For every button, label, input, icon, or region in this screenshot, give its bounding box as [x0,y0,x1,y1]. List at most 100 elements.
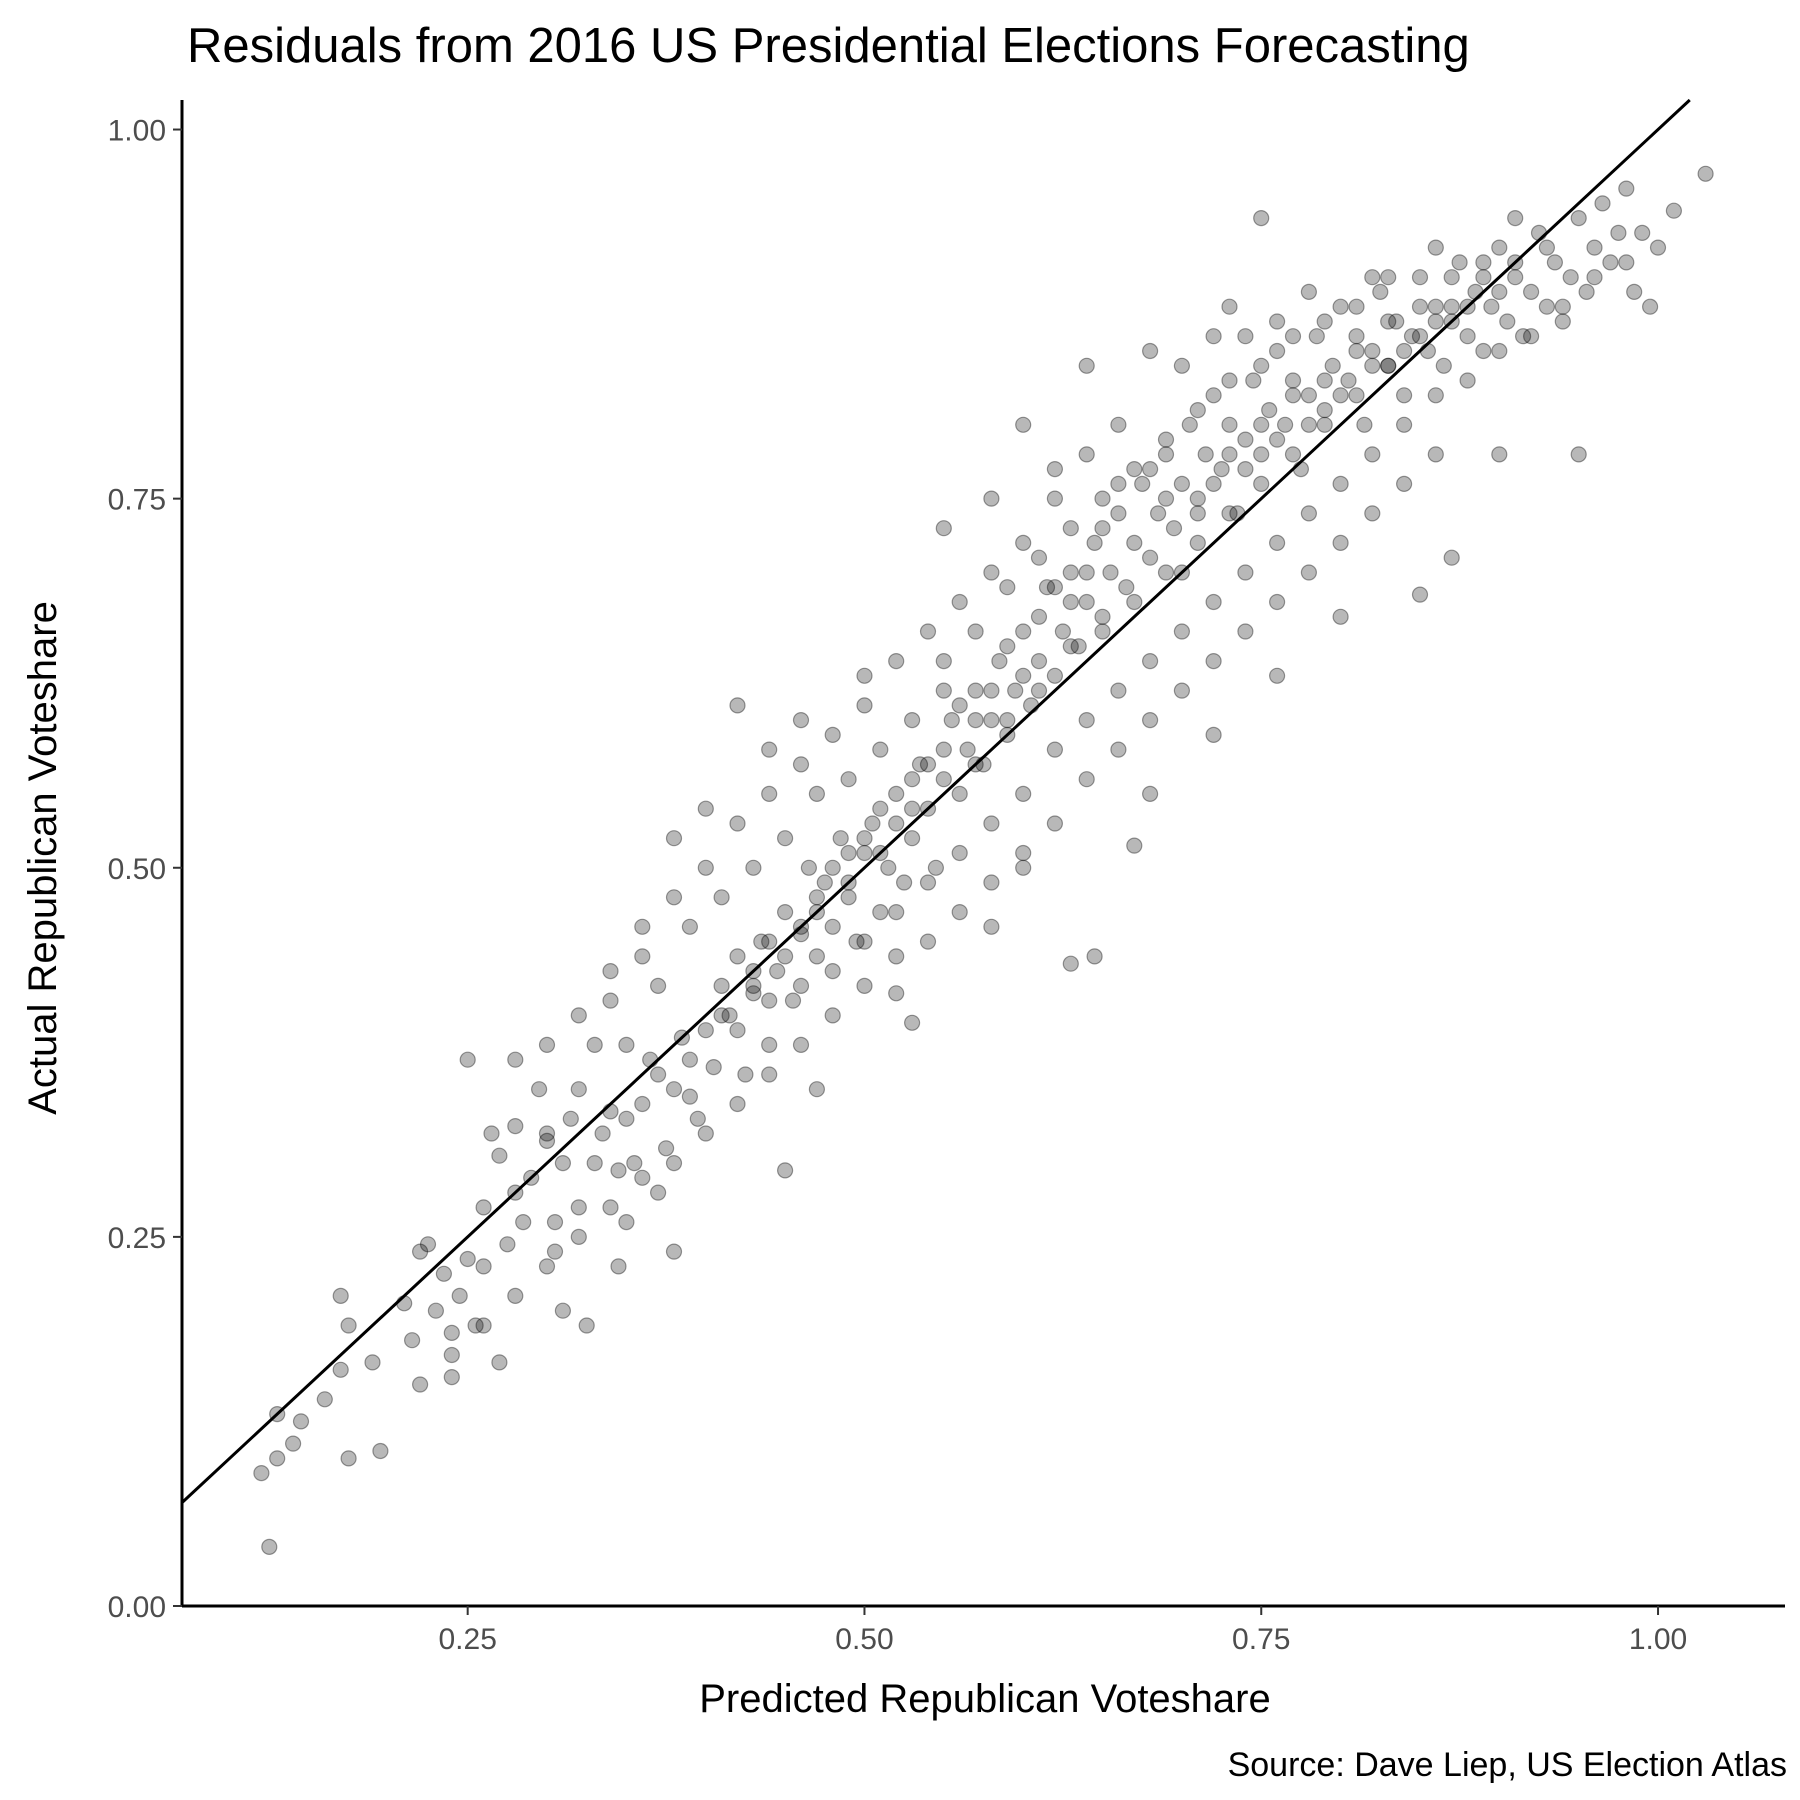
data-point [935,520,952,537]
data-point [554,1302,572,1319]
data-point [1340,372,1357,389]
data-point [546,1243,564,1260]
data-point [618,1110,635,1127]
data-point [1253,357,1270,374]
data-point [459,1250,476,1268]
data-point [935,771,952,788]
data-point [1546,254,1564,271]
data-point [1364,505,1381,522]
data-point [570,1228,587,1246]
data-point [1110,741,1127,758]
data-point [1665,202,1683,219]
data-point [1499,313,1516,330]
data-point [951,593,968,611]
data-point [507,1051,524,1068]
data-point [1348,298,1365,315]
data-point [888,652,905,670]
data-point [475,1317,492,1334]
data-point [1126,593,1143,611]
data-point [1300,505,1318,522]
data-point [1300,283,1318,300]
data-point [792,711,810,729]
data-point [1054,623,1072,640]
data-point [1491,446,1508,463]
data-point [1015,844,1032,862]
data-point [1221,505,1238,522]
data-point [1015,785,1032,803]
data-point [618,1213,635,1231]
data-point [824,859,841,876]
data-point [1046,490,1064,507]
data-point [697,859,714,876]
data-point [1395,475,1413,492]
data-point [1602,254,1619,271]
data-point [1062,593,1079,611]
data-point [697,800,714,817]
data-point [776,1162,794,1179]
data-point [919,933,937,950]
data-point [1078,357,1095,374]
data-point [364,1354,381,1371]
data-point [951,697,968,714]
data-point [1459,372,1476,389]
data-point [1427,298,1444,315]
data-point [1316,372,1333,389]
x-tick-label: 0.50 [835,1623,893,1656]
data-point [665,1243,683,1260]
data-point [340,1317,357,1334]
data-point [808,889,826,906]
data-point [1094,623,1111,640]
data-point [1372,283,1389,300]
data-point [499,1236,516,1253]
data-point [856,844,873,862]
data-point [412,1243,429,1260]
data-point [665,830,683,847]
data-point [475,1199,492,1216]
data-point [459,1051,476,1068]
data-point [657,1140,675,1157]
data-point [840,771,857,788]
data-point [999,638,1016,655]
chart-title: Residuals from 2016 US Presidential Elec… [187,19,1470,73]
data-point [602,1199,619,1216]
data-point [1435,357,1452,374]
data-point [824,962,841,980]
data-point [1554,298,1571,315]
data-point [1221,372,1238,389]
data-point [943,711,960,729]
data-point [927,859,945,876]
data-point [538,1036,556,1054]
data-point [1094,520,1111,537]
data-point [1276,416,1294,433]
data-point [1149,505,1167,522]
data-point [1522,328,1540,345]
data-point [1237,564,1254,581]
data-point [570,1081,587,1098]
data-point [761,785,778,803]
data-point [903,830,921,847]
data-point [880,859,897,876]
data-point [269,1450,286,1467]
data-point [1300,387,1318,404]
data-point [1443,549,1460,566]
data-point [602,992,619,1009]
data-point [729,1022,746,1039]
data-point [1308,328,1325,345]
data-point [1141,711,1159,729]
data-point [729,948,746,965]
data-point [443,1324,460,1342]
data-point [1205,328,1222,345]
data-point [1284,372,1302,389]
data-point [1205,593,1222,611]
data-point [1332,475,1349,492]
data-point [1078,771,1095,788]
data-point [761,933,778,950]
y-axis-ticks: 0.00 0.25 0.50 0.75 1.00 [108,115,182,1624]
data-point [1427,239,1444,256]
data-point [919,874,937,891]
data-point [1245,372,1262,389]
data-point [634,918,651,935]
data-point [1641,298,1659,315]
data-point [1126,837,1143,854]
